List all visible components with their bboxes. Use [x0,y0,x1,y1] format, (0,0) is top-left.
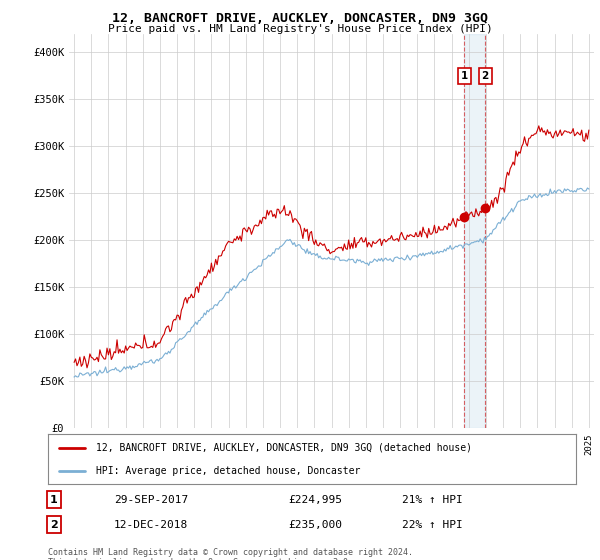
Text: 12, BANCROFT DRIVE, AUCKLEY, DONCASTER, DN9 3GQ (detached house): 12, BANCROFT DRIVE, AUCKLEY, DONCASTER, … [95,442,472,452]
Text: 22% ↑ HPI: 22% ↑ HPI [402,520,463,530]
Text: £235,000: £235,000 [288,520,342,530]
Text: 1: 1 [50,494,58,505]
Text: Contains HM Land Registry data © Crown copyright and database right 2024.
This d: Contains HM Land Registry data © Crown c… [48,548,413,560]
Text: 1: 1 [461,71,468,81]
Text: 21% ↑ HPI: 21% ↑ HPI [402,494,463,505]
Text: HPI: Average price, detached house, Doncaster: HPI: Average price, detached house, Donc… [95,466,360,476]
Bar [464,34,485,428]
Text: 12-DEC-2018: 12-DEC-2018 [114,520,188,530]
Text: £224,995: £224,995 [288,494,342,505]
Text: Price paid vs. HM Land Registry's House Price Index (HPI): Price paid vs. HM Land Registry's House … [107,24,493,34]
Text: 2: 2 [50,520,58,530]
Text: 12, BANCROFT DRIVE, AUCKLEY, DONCASTER, DN9 3GQ: 12, BANCROFT DRIVE, AUCKLEY, DONCASTER, … [112,12,488,25]
Text: 29-SEP-2017: 29-SEP-2017 [114,494,188,505]
Text: 2: 2 [481,71,488,81]
